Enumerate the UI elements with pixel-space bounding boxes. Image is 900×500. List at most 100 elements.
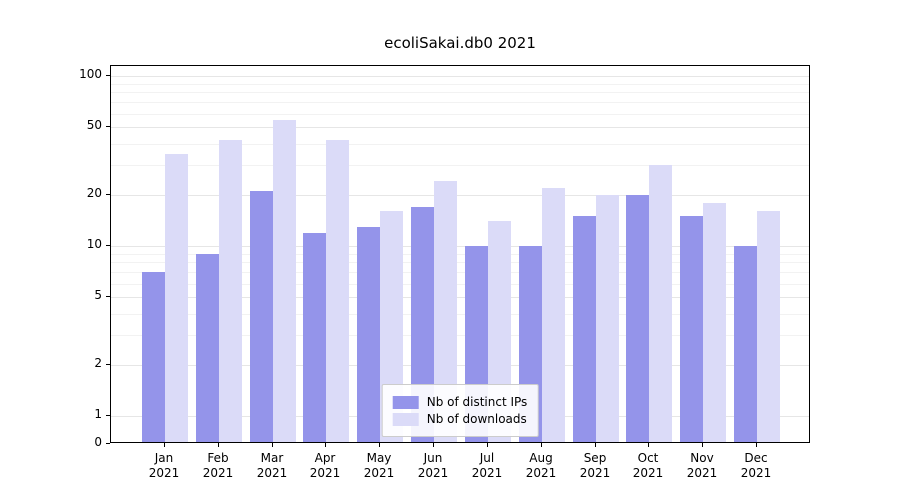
bar-distinct-ips xyxy=(250,191,273,442)
x-tick-month: Nov xyxy=(690,451,714,465)
x-tick-month: Oct xyxy=(637,451,659,465)
y-tick-label: 1 xyxy=(94,407,102,421)
x-tick-year: 2021 xyxy=(740,466,772,480)
x-tick-label: Jun 2021 xyxy=(405,451,461,481)
x-tick-year: 2021 xyxy=(363,466,395,480)
x-tick-month: May xyxy=(366,451,392,465)
x-tick xyxy=(164,443,165,447)
minor-gridline xyxy=(111,143,809,145)
x-tick-label: Feb 2021 xyxy=(190,451,246,481)
minor-gridline xyxy=(111,92,809,94)
bar-downloads xyxy=(219,140,242,442)
minor-gridline xyxy=(111,283,809,285)
bar-downloads xyxy=(273,120,296,442)
legend-label-distinct-ips: Nb of distinct IPs xyxy=(426,395,528,409)
y-tick-label: 20 xyxy=(86,185,102,200)
x-tick-year: 2021 xyxy=(148,466,180,480)
y-tick xyxy=(106,193,110,195)
x-tick xyxy=(218,443,219,447)
x-tick-label: Nov 2021 xyxy=(674,451,730,481)
x-tick-label: Sep 2021 xyxy=(567,451,623,481)
x-tick-label: Jul 2021 xyxy=(459,451,515,481)
y-tick xyxy=(106,75,110,76)
x-tick-year: 2021 xyxy=(632,466,664,480)
bar-distinct-ips xyxy=(573,216,596,442)
major-gridline xyxy=(111,297,809,299)
bar-downloads xyxy=(649,164,672,442)
legend-swatch-downloads xyxy=(392,412,419,426)
y-tick-label: 100 xyxy=(79,67,102,81)
x-tick-month: Dec xyxy=(744,451,768,465)
bar-downloads xyxy=(542,187,565,442)
x-tick-month: Jul xyxy=(479,451,495,465)
minor-gridline xyxy=(111,83,809,85)
x-tick-label: Mar 2021 xyxy=(244,451,300,481)
major-gridline xyxy=(111,127,809,129)
minor-gridline xyxy=(111,272,809,274)
major-gridline xyxy=(111,364,809,366)
x-tick-label: Dec 2021 xyxy=(728,451,784,481)
minor-gridline xyxy=(111,113,809,115)
x-tick xyxy=(325,443,326,447)
x-tick-year: 2021 xyxy=(309,466,341,480)
bar-downloads xyxy=(703,202,726,442)
bar-distinct-ips xyxy=(734,246,757,442)
y-tick xyxy=(106,126,110,128)
legend-label-downloads: Nb of downloads xyxy=(426,412,527,426)
major-gridline xyxy=(111,246,809,247)
x-tick-year: 2021 xyxy=(471,466,503,480)
legend: Nb of distinct IPs Nb of downloads xyxy=(381,384,539,437)
x-tick-year: 2021 xyxy=(256,466,288,480)
x-tick xyxy=(595,443,596,447)
major-gridline xyxy=(111,194,809,196)
x-tick-label: Apr 2021 xyxy=(297,451,353,481)
bar-downloads xyxy=(596,194,619,442)
x-tick-month: Aug xyxy=(529,451,553,465)
x-tick-month: Jun xyxy=(423,451,443,465)
x-tick xyxy=(648,443,649,447)
x-tick-month: Jan xyxy=(154,451,174,465)
x-tick xyxy=(702,443,703,447)
x-tick-month: Mar xyxy=(260,451,284,465)
plot-area: Nb of distinct IPs Nb of downloads xyxy=(110,65,810,443)
minor-gridline xyxy=(111,164,809,166)
y-tick xyxy=(106,415,110,416)
x-tick-year: 2021 xyxy=(686,466,718,480)
x-tick-year: 2021 xyxy=(579,466,611,480)
bar-downloads xyxy=(165,153,188,442)
legend-item-downloads: Nb of downloads xyxy=(392,412,528,426)
bar-distinct-ips xyxy=(626,194,649,442)
legend-item-distinct-ips: Nb of distinct IPs xyxy=(392,395,528,409)
y-tick xyxy=(106,443,110,444)
x-tick xyxy=(756,443,757,447)
x-tick xyxy=(487,443,488,447)
minor-gridline xyxy=(111,334,809,336)
minor-gridline xyxy=(111,102,809,104)
x-tick-year: 2021 xyxy=(525,466,557,480)
x-tick xyxy=(541,443,542,447)
x-tick-label: Jan 2021 xyxy=(136,451,192,481)
minor-gridline xyxy=(111,313,809,315)
y-tick-label: 10 xyxy=(86,237,102,251)
y-tick-label: 5 xyxy=(94,288,102,303)
bar-downloads xyxy=(757,211,780,442)
major-gridline xyxy=(111,76,809,77)
minor-gridline xyxy=(111,262,809,264)
y-tick xyxy=(106,296,110,298)
bar-downloads xyxy=(434,181,457,442)
bar-distinct-ips xyxy=(357,226,380,442)
y-tick-label: 2 xyxy=(94,355,102,370)
x-tick-month: Sep xyxy=(583,451,607,465)
y-tick-label: 0 xyxy=(94,435,102,449)
legend-swatch-distinct-ips xyxy=(392,395,419,409)
bar-distinct-ips xyxy=(196,253,219,442)
y-tick-label: 50 xyxy=(86,118,102,133)
bar-distinct-ips xyxy=(680,216,703,442)
x-tick-month: Apr xyxy=(314,451,336,465)
bar-distinct-ips xyxy=(411,206,434,442)
x-tick xyxy=(272,443,273,447)
x-tick-label: May 2021 xyxy=(351,451,407,481)
bar-distinct-ips xyxy=(303,232,326,442)
x-tick-year: 2021 xyxy=(417,466,449,480)
